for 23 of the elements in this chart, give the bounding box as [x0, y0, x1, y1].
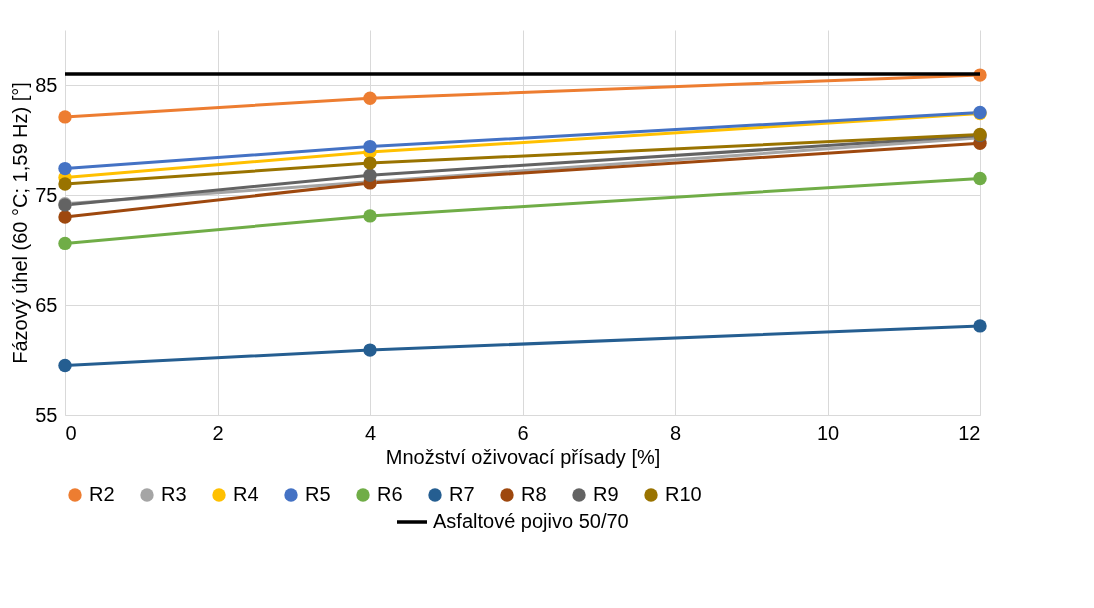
y-axis-title: Fázový úhel (60 °C; 1,59 Hz) [°] [9, 82, 32, 364]
x-axis-title: Množství oživovací přísady [%] [385, 445, 661, 468]
x-tick-label: 10 [816, 421, 840, 444]
y-tick-label: 85 [35, 73, 58, 96]
x-tick-label: 12 [958, 421, 981, 444]
legend-label: R3 [161, 483, 187, 505]
x-tick-label: 6 [517, 421, 529, 444]
x-tick-label: 0 [65, 421, 77, 444]
x-tick-label: 8 [669, 421, 682, 444]
legend-label: R7 [449, 483, 475, 505]
x-tick-label: 4 [364, 421, 377, 444]
y-tick-label: 55 [35, 403, 58, 426]
legend-label: R5 [305, 483, 331, 505]
y-tick-label: 65 [35, 293, 58, 316]
legend-label: R6 [377, 483, 403, 505]
legend-label: R9 [593, 483, 619, 505]
legend-label: R4 [233, 483, 259, 505]
y-tick-label: 75 [35, 183, 58, 206]
legend-label: Asfaltové pojivo 50/70 [433, 510, 629, 532]
legend-label: R10 [665, 483, 702, 505]
x-tick-label: 2 [212, 421, 224, 444]
legend-label: R2 [89, 483, 115, 505]
legend-label: R8 [521, 483, 547, 505]
